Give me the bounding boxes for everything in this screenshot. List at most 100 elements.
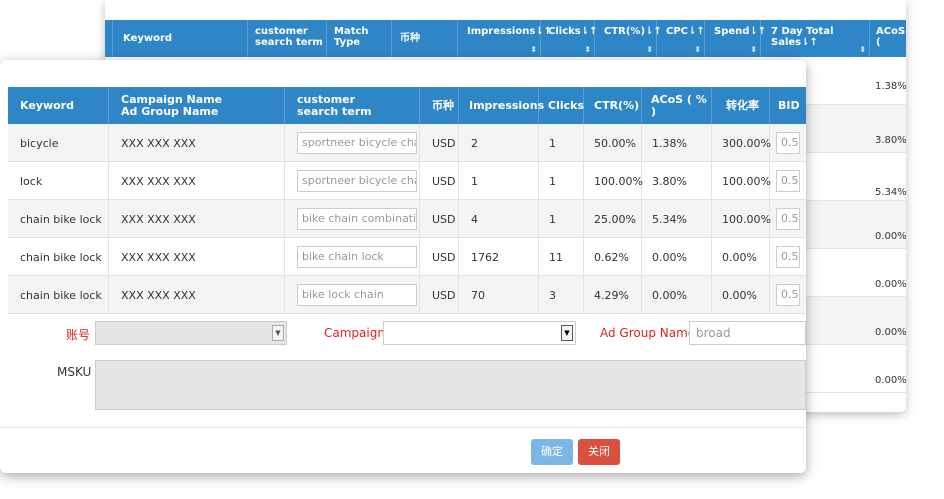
edit-keyword-modal: Keyword Campaign Name Ad Group Name cust… [0, 60, 806, 473]
bg-col-clicks[interactable]: Clicks⇂↑ ⬍ [541, 20, 598, 57]
bid-cell: 0.5 [770, 276, 806, 314]
bg-col-match-type[interactable]: Match Type [327, 20, 392, 57]
col-currency: 币种 [420, 87, 459, 124]
search-term-input[interactable]: bike chain combination [297, 208, 417, 230]
bg-col-cpc[interactable]: CPC⇂↑ ⬍ [657, 20, 705, 57]
search-term-cell: bike lock chain [285, 276, 420, 314]
bid-cell: 0.5 [770, 124, 806, 162]
confirm-button[interactable]: 确定 [531, 439, 573, 465]
bg-col-total-sales-label: 7 Day Total Sales⇂↑ [771, 26, 834, 48]
col-clicks-label: Clicks [548, 98, 584, 112]
ad-group-input[interactable]: broad [689, 321, 806, 345]
impressions-cell: 2 [459, 124, 539, 162]
bid-input[interactable]: 0.5 [776, 246, 800, 268]
col-conversion-rate: 转化率 [712, 87, 770, 124]
bid-cell: 0.5 [770, 238, 806, 276]
sort-icon[interactable]: ⬍ [750, 45, 757, 54]
bid-input[interactable]: 0.5 [776, 208, 800, 230]
conversion-cell: 100.00% [712, 200, 771, 238]
acos-value: 0.00% [875, 375, 906, 386]
bg-col-keyword[interactable]: Keyword [113, 20, 248, 57]
col-ctr: CTR(%) [584, 87, 642, 124]
header-spacer [105, 20, 113, 57]
bg-col-impressions[interactable]: Impressions⇂↑ ⬍ [458, 20, 552, 57]
campaign-cell: XXX XXX XXX [109, 162, 285, 200]
msku-textarea[interactable] [95, 360, 806, 410]
col-conversion-rate-label: 转化率 [726, 98, 759, 112]
bg-col-ctr-label: CTR(%)⇂↑ [604, 26, 662, 37]
bg-col-search-term[interactable]: customer search term [248, 20, 327, 57]
bg-col-total-sales[interactable]: 7 Day Total Sales⇂↑ ⬍ [761, 20, 870, 57]
col-currency-label: 币种 [432, 98, 454, 112]
ctr-cell: 50.00% [584, 124, 642, 162]
bg-col-acos[interactable]: ACoS ( [870, 20, 906, 57]
keyword-cell: bicycle [8, 124, 109, 162]
chevron-down-icon: ▼ [561, 325, 573, 341]
search-term-input[interactable]: bike chain lock [297, 246, 417, 268]
bg-col-spend[interactable]: Spend⇂↑ ⬍ [705, 20, 766, 57]
bid-cell: 0.5 [770, 162, 806, 200]
currency-cell: USD [420, 276, 459, 314]
search-term-input[interactable]: bike lock chain [297, 284, 417, 306]
col-acos: ACoS ( % ) [642, 87, 712, 124]
sort-icon[interactable]: ⬍ [530, 45, 537, 54]
keyword-cell: chain bike lock [8, 200, 109, 238]
bg-col-cpc-label: CPC⇂↑ [666, 26, 705, 37]
keyword-cell: lock [8, 162, 109, 200]
acos-cell: 1.38% [642, 124, 712, 162]
col-ctr-label: CTR(%) [594, 98, 640, 112]
conversion-cell: 100.00% [712, 162, 771, 200]
col-campaign-name-label: Campaign Name [121, 92, 223, 106]
background-table-header: Keyword customer search term Match Type … [105, 20, 906, 57]
campaign-cell: XXX XXX XXX [109, 276, 285, 314]
ad-group-label: Ad Group Name [600, 326, 696, 340]
sort-icon[interactable]: ⬍ [584, 45, 591, 54]
sort-icon[interactable]: ⬍ [694, 45, 701, 54]
bg-col-spend-label: Spend⇂↑ [714, 26, 767, 37]
search-term-input[interactable]: sportneer bicycle chain [297, 170, 417, 192]
table-row: bicycle XXX XXX XXX sportneer bicycle ch… [8, 124, 806, 162]
bid-input[interactable]: 0.5 [776, 284, 800, 306]
currency-cell: USD [420, 200, 459, 238]
col-keyword: Keyword [8, 87, 109, 124]
acos-cell: 0.00% [642, 276, 712, 314]
bg-col-ctr[interactable]: CTR(%)⇂↑ ⬍ [595, 20, 662, 57]
acos-value: 0.00% [875, 327, 906, 338]
col-acos-label: ACoS ( % ) [651, 92, 707, 118]
bg-col-clicks-label: Clicks⇂↑ [548, 26, 598, 37]
search-term-input[interactable]: sportneer bicycle chain [297, 132, 417, 154]
acos-value: 0.00% [875, 231, 906, 242]
bid-input[interactable]: 0.5 [776, 170, 800, 192]
campaign-cell: XXX XXX XXX [109, 200, 285, 238]
acos-cell: 5.34% [642, 200, 712, 238]
close-button[interactable]: 关闭 [578, 439, 620, 465]
ctr-cell: 4.29% [584, 276, 642, 314]
account-select[interactable]: ▼ [95, 321, 287, 345]
keyword-cell: chain bike lock [8, 276, 109, 314]
impressions-cell: 4 [459, 200, 539, 238]
campaign-select[interactable]: ▼ [383, 321, 576, 345]
col-clicks: Clicks [539, 87, 584, 124]
search-term-cell: sportneer bicycle chain [285, 162, 420, 200]
acos-value: 1.38% [875, 81, 906, 92]
bg-col-keyword-label: Keyword [123, 33, 173, 44]
conversion-cell: 0.00% [712, 276, 770, 314]
currency-cell: USD [420, 162, 459, 200]
sort-icon[interactable]: ⬍ [646, 45, 653, 54]
acos-value: 0.00% [875, 279, 906, 290]
modal-table-header: Keyword Campaign Name Ad Group Name cust… [8, 87, 806, 124]
search-term-cell: sportneer bicycle chain [285, 124, 420, 162]
col-keyword-label: Keyword [20, 98, 74, 112]
bg-col-currency[interactable]: 币种 [392, 20, 458, 57]
col-bid-label: BID [778, 98, 800, 112]
sort-icon[interactable]: ⬍ [859, 45, 866, 54]
ctr-cell: 25.00% [584, 200, 642, 238]
bg-col-impressions-label: Impressions⇂↑ [467, 26, 553, 37]
acos-cell: 3.80% [642, 162, 712, 200]
table-row: chain bike lock XXX XXX XXX bike chain l… [8, 238, 806, 276]
currency-cell: USD [420, 238, 459, 276]
bg-col-currency-label: 币种 [400, 33, 420, 44]
clicks-cell: 1 [539, 124, 584, 162]
bg-col-acos-label: ACoS ( [876, 26, 906, 48]
bid-input[interactable]: 0.5 [776, 132, 800, 154]
